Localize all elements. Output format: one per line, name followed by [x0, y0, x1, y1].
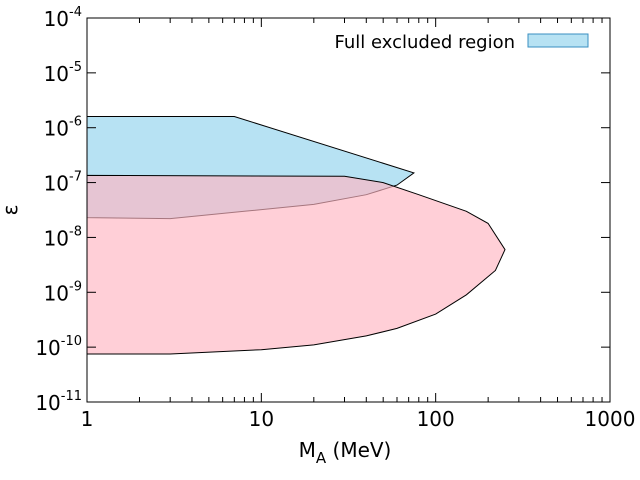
x-tick-label: 10: [249, 407, 274, 431]
y-tick-label: 10-6: [44, 115, 82, 141]
y-tick-label: 10-9: [44, 279, 82, 305]
x-tick-labels: 1 10 100 1000: [81, 407, 636, 431]
y-tick-label: 10-8: [44, 224, 82, 250]
excluded-region-2: [86, 174, 506, 355]
x-axis-label: MA (MeV): [299, 438, 392, 467]
y-tick-label: 10-7: [44, 170, 82, 196]
y-tick-label: 10-10: [35, 334, 82, 360]
x-tick-label: 1000: [585, 407, 636, 431]
legend-swatch: [527, 33, 589, 48]
legend-label: Full excluded region: [335, 32, 515, 53]
y-tick-label: 10-4: [44, 5, 82, 31]
plot-frame: [86, 17, 611, 403]
x-tick-label: 1: [81, 407, 94, 431]
x-tick-label: 100: [417, 407, 455, 431]
y-axis-label: ε: [0, 205, 22, 216]
axis-ticks: [86, 17, 611, 403]
y-tick-labels: 10-4 10-5 10-6 10-7 10-8 10-9 10-10 10-11: [35, 5, 82, 415]
y-tick-label: 10-5: [44, 60, 82, 86]
excluded-regions: [86, 116, 506, 355]
legend: Full excluded region: [335, 32, 589, 53]
y-tick-label: 10-11: [35, 389, 82, 415]
